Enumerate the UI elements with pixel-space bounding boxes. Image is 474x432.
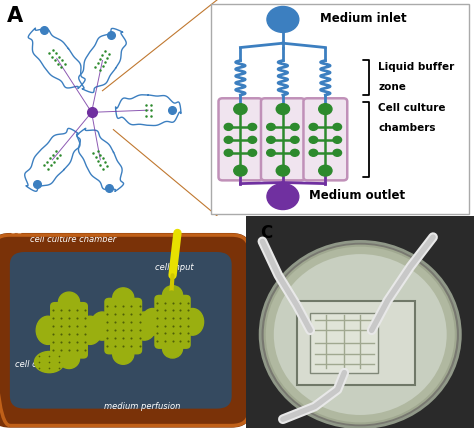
Circle shape	[224, 137, 233, 143]
Ellipse shape	[133, 312, 156, 340]
Circle shape	[248, 137, 256, 143]
Circle shape	[333, 137, 342, 143]
FancyBboxPatch shape	[303, 98, 347, 181]
Circle shape	[309, 137, 318, 143]
Text: chambers: chambers	[378, 123, 436, 133]
Ellipse shape	[163, 339, 182, 358]
Circle shape	[224, 149, 233, 156]
Text: A: A	[7, 6, 23, 26]
FancyBboxPatch shape	[261, 98, 305, 181]
Ellipse shape	[58, 348, 80, 368]
Ellipse shape	[35, 352, 64, 373]
Circle shape	[276, 104, 290, 114]
Circle shape	[333, 124, 342, 130]
Circle shape	[291, 137, 299, 143]
FancyBboxPatch shape	[155, 295, 191, 349]
FancyBboxPatch shape	[211, 4, 469, 214]
Circle shape	[264, 246, 456, 423]
Text: Medium outlet: Medium outlet	[310, 189, 406, 202]
Circle shape	[333, 149, 342, 156]
Text: cell input: cell input	[155, 263, 194, 272]
Text: B: B	[10, 222, 22, 240]
Ellipse shape	[113, 288, 134, 308]
Circle shape	[234, 165, 247, 176]
FancyBboxPatch shape	[219, 98, 262, 181]
Circle shape	[319, 104, 332, 114]
Circle shape	[309, 149, 318, 156]
Circle shape	[276, 165, 290, 176]
Ellipse shape	[141, 308, 164, 335]
Circle shape	[267, 184, 299, 210]
Text: cell culture chamber: cell culture chamber	[29, 235, 116, 244]
Ellipse shape	[78, 316, 102, 344]
Ellipse shape	[91, 312, 114, 340]
Circle shape	[309, 124, 318, 130]
Text: Medium inlet: Medium inlet	[320, 12, 407, 25]
Ellipse shape	[113, 344, 134, 364]
Text: medium perfusion: medium perfusion	[103, 402, 180, 411]
Circle shape	[224, 124, 233, 130]
Ellipse shape	[58, 292, 80, 312]
FancyBboxPatch shape	[0, 235, 249, 426]
Circle shape	[267, 149, 275, 156]
Circle shape	[267, 6, 299, 32]
Ellipse shape	[163, 286, 182, 305]
Circle shape	[291, 124, 299, 130]
Text: Cell culture: Cell culture	[378, 103, 446, 113]
Text: cell output: cell output	[15, 360, 59, 369]
Bar	[297, 301, 415, 385]
Circle shape	[291, 149, 299, 156]
Circle shape	[234, 104, 247, 114]
FancyBboxPatch shape	[10, 252, 232, 409]
Circle shape	[267, 124, 275, 130]
Circle shape	[260, 241, 460, 428]
Circle shape	[274, 254, 447, 415]
Circle shape	[248, 149, 256, 156]
Ellipse shape	[182, 308, 204, 335]
Circle shape	[319, 165, 332, 176]
Text: Liquid buffer: Liquid buffer	[378, 62, 455, 72]
FancyBboxPatch shape	[50, 302, 88, 359]
Circle shape	[248, 124, 256, 130]
Bar	[310, 313, 378, 373]
Text: zone: zone	[378, 82, 406, 92]
Ellipse shape	[36, 316, 60, 344]
Circle shape	[267, 137, 275, 143]
FancyBboxPatch shape	[104, 298, 142, 354]
Text: C: C	[260, 225, 273, 242]
